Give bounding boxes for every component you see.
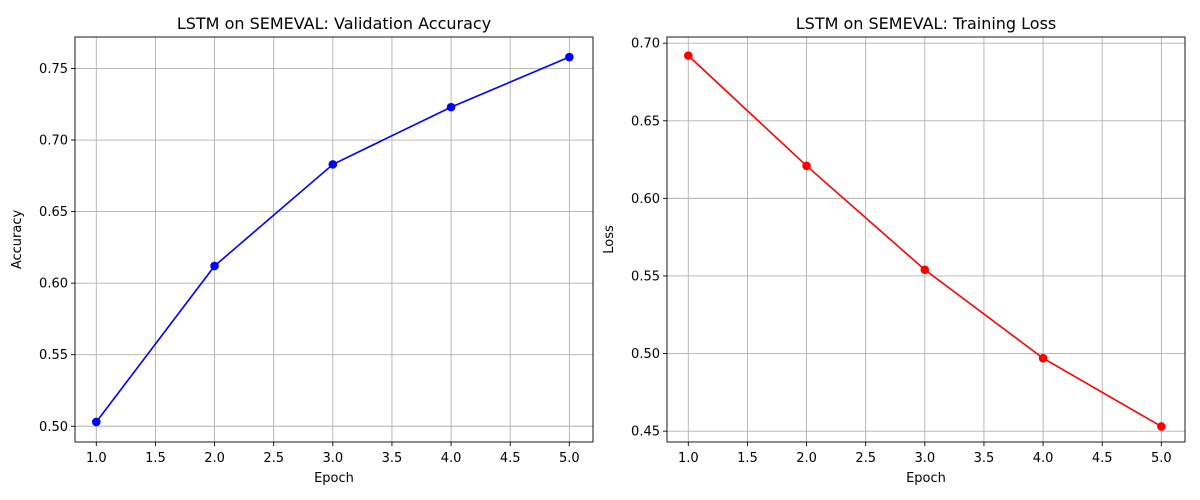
loss-data-point (920, 265, 930, 275)
loss-x-tick-label: 2.0 (796, 451, 817, 466)
loss-x-tick-label: 4.5 (1092, 451, 1113, 466)
loss-ticks: 1.0 1.5 2.0 2.5 3.0 3.5 4.0 4.5 5.0 0.45 0.50 0.55 0… (631, 37, 1172, 466)
accuracy-plot-frame (74, 36, 594, 443)
loss-x-axis-label: Epoch (906, 471, 946, 486)
loss-x-tick-label: 2.5 (855, 451, 876, 466)
accuracy-x-axis-label: Epoch (314, 471, 354, 486)
accuracy-data-point (446, 102, 456, 112)
accuracy-x-tick-label: 2.0 (204, 451, 225, 466)
accuracy-x-tick-label: 2.5 (263, 451, 284, 466)
loss-data-point (1038, 353, 1048, 363)
loss-x-tick-label: 5.0 (1151, 451, 1172, 466)
loss-data-point (802, 161, 811, 171)
loss-y-tick-label: 0.70 (631, 37, 660, 52)
accuracy-y-tick-label: 0.65 (39, 205, 68, 220)
loss-x-tick-label: 1.0 (678, 451, 699, 466)
loss-x-tick-label: 3.0 (914, 451, 935, 466)
accuracy-grid (75, 37, 593, 442)
loss-data-point (1157, 422, 1166, 431)
accuracy-ticks: 1.0 1.5 2.0 2.5 3.0 3.5 4.0 4.5 5.0 0.50 0.55 0.60 0… (39, 62, 580, 466)
accuracy-y-tick-label: 0.55 (39, 348, 68, 363)
loss-x-tick-label: 3.5 (974, 451, 995, 466)
accuracy-x-tick-label: 3.0 (322, 451, 343, 466)
loss-x-tick-label: 1.5 (737, 451, 758, 466)
accuracy-y-tick-label: 0.60 (39, 277, 68, 292)
loss-chart-title: LSTM on SEMEVAL: Training Loss (796, 14, 1057, 33)
accuracy-x-tick-label: 5.0 (559, 451, 580, 466)
accuracy-data-point (91, 417, 101, 427)
loss-grid (667, 37, 1185, 442)
accuracy-y-tick-label: 0.75 (39, 62, 68, 77)
loss-y-tick-label: 0.45 (631, 425, 660, 440)
accuracy-x-tick-label: 4.5 (500, 451, 521, 466)
accuracy-chart-title: LSTM on SEMEVAL: Validation Accuracy (177, 14, 491, 33)
accuracy-data-point (565, 52, 574, 62)
loss-y-tick-label: 0.55 (631, 269, 660, 284)
accuracy-x-tick-label: 3.5 (382, 451, 403, 466)
loss-y-tick-label: 0.65 (631, 114, 660, 129)
loss-data-point (683, 51, 693, 60)
loss-chart: 1.0 1.5 2.0 2.5 3.0 3.5 4.0 4.5 5.0 0.45 0.50 0.55 0… (602, 14, 1186, 486)
loss-plot-frame (666, 36, 1186, 443)
loss-x-tick-label: 4.0 (1033, 451, 1054, 466)
accuracy-data-point (210, 261, 219, 271)
accuracy-chart: 1.0 1.5 2.0 2.5 3.0 3.5 4.0 4.5 5.0 0.50 0.55 0.60 0… (10, 14, 594, 486)
accuracy-y-tick-label: 0.70 (39, 134, 68, 149)
accuracy-data-point (328, 160, 338, 169)
loss-y-axis-label: Loss (602, 225, 617, 254)
accuracy-x-tick-label: 4.0 (441, 451, 462, 466)
loss-series (683, 51, 1166, 431)
accuracy-y-tick-label: 0.50 (39, 420, 68, 435)
accuracy-y-axis-label: Accuracy (10, 210, 25, 270)
loss-y-tick-label: 0.50 (631, 347, 660, 362)
accuracy-x-tick-label: 1.0 (86, 451, 107, 466)
loss-y-tick-label: 0.60 (631, 192, 660, 207)
accuracy-series (91, 52, 574, 427)
accuracy-x-tick-label: 1.5 (145, 451, 166, 466)
